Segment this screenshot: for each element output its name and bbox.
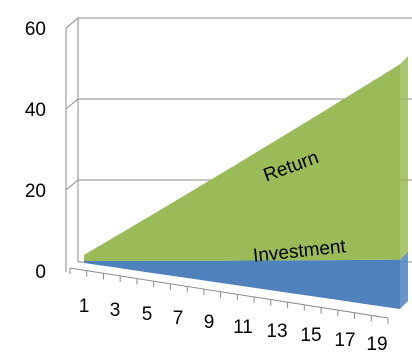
x-tick-label-19: 19: [366, 334, 387, 355]
side-gridline-40: [65, 98, 79, 110]
y-tick-label-60: 60: [25, 19, 46, 40]
x-tick-label-13: 13: [266, 321, 287, 342]
side-gridline-60: [65, 17, 79, 29]
y-tick-label-0: 0: [35, 262, 46, 283]
side-gridline-20: [65, 179, 79, 191]
area-series-return: [84, 64, 400, 261]
x-tick-label-7: 7: [173, 308, 184, 329]
area-series-return-side: [400, 56, 408, 260]
y-tick-label-20: 20: [25, 181, 46, 202]
x-tick-label-3: 3: [110, 300, 121, 321]
x-tick-label-15: 15: [300, 325, 321, 346]
x-tick-label-9: 9: [204, 312, 215, 333]
area-series-investment: [84, 259, 400, 309]
x-tick-label-5: 5: [142, 304, 153, 325]
area-series-investment-side: [400, 251, 408, 309]
x-tick-label-17: 17: [334, 330, 355, 351]
x-tick-label-1: 1: [79, 296, 90, 317]
y-tick-label-40: 40: [25, 100, 46, 121]
x-tick-label-11: 11: [233, 317, 253, 338]
x-axis-line: [69, 267, 389, 319]
